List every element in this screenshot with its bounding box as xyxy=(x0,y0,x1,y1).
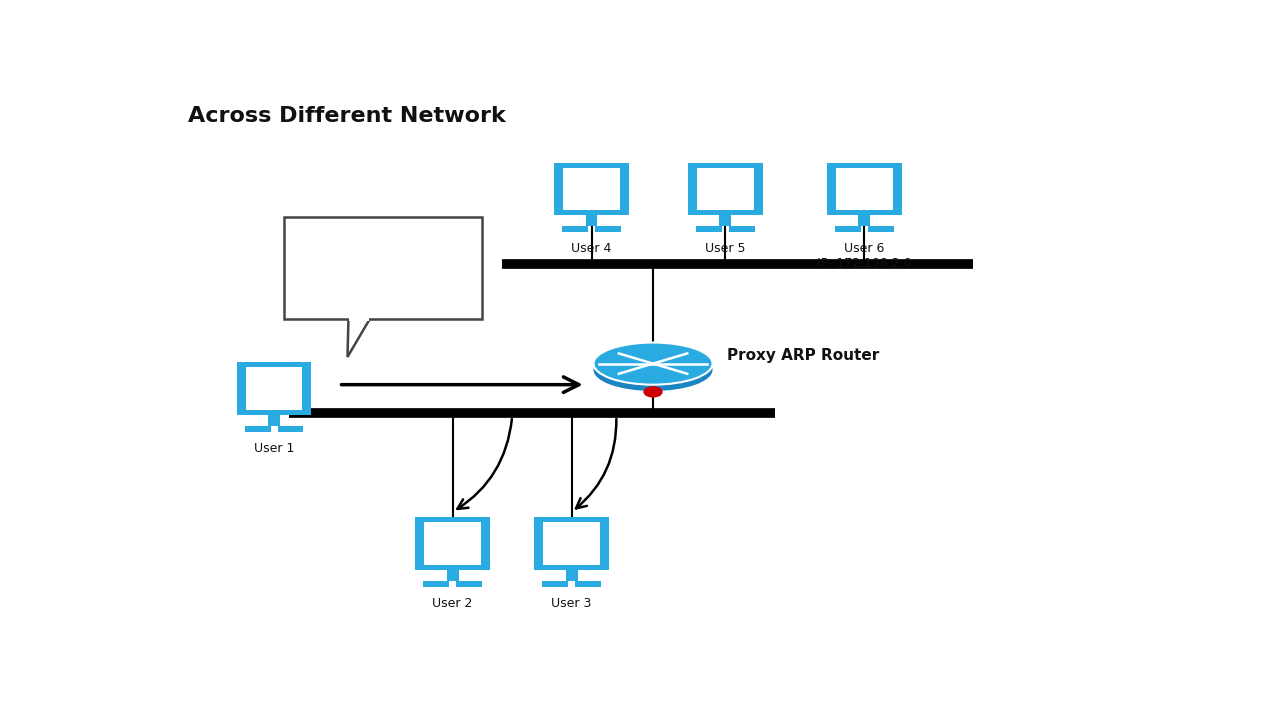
FancyBboxPatch shape xyxy=(237,362,311,415)
Bar xyxy=(868,226,893,233)
Bar xyxy=(719,215,731,226)
Text: User 4: User 4 xyxy=(571,243,612,256)
Polygon shape xyxy=(347,318,370,357)
Bar xyxy=(456,581,481,588)
Text: Across Different Network: Across Different Network xyxy=(188,106,506,126)
Bar xyxy=(268,415,280,426)
Bar xyxy=(585,215,598,226)
Bar xyxy=(575,581,600,588)
FancyBboxPatch shape xyxy=(689,163,763,215)
Circle shape xyxy=(644,387,662,397)
FancyBboxPatch shape xyxy=(535,518,609,570)
Bar xyxy=(835,226,861,233)
Bar xyxy=(563,168,620,210)
FancyBboxPatch shape xyxy=(827,163,901,215)
Text: User 6
IP- 172.198.2.0: User 6 IP- 172.198.2.0 xyxy=(817,243,911,271)
Text: User 3: User 3 xyxy=(552,598,591,611)
Bar xyxy=(246,367,302,410)
Bar xyxy=(244,426,270,432)
Text: User 5: User 5 xyxy=(705,243,746,256)
Bar xyxy=(447,570,458,581)
Bar xyxy=(696,226,722,233)
Bar xyxy=(728,226,755,233)
FancyBboxPatch shape xyxy=(554,163,628,215)
Bar xyxy=(349,318,370,321)
Text: User 1: User 1 xyxy=(253,442,294,455)
Bar xyxy=(698,168,754,210)
Text: Proxy ARP Router: Proxy ARP Router xyxy=(727,348,879,363)
Bar xyxy=(836,168,892,210)
Bar xyxy=(425,523,481,565)
Bar xyxy=(566,570,577,581)
Ellipse shape xyxy=(594,343,713,384)
Ellipse shape xyxy=(594,349,713,391)
FancyBboxPatch shape xyxy=(416,518,490,570)
Bar xyxy=(595,226,621,233)
Bar xyxy=(562,226,588,233)
Bar xyxy=(543,581,568,588)
Bar xyxy=(859,215,870,226)
Bar xyxy=(424,581,449,588)
Bar xyxy=(278,426,303,432)
Text: Looking for physical
address of host
having IP address -
172.198.2.0: Looking for physical address of host hav… xyxy=(307,229,460,302)
Text: User 2: User 2 xyxy=(433,598,472,611)
FancyBboxPatch shape xyxy=(284,217,483,319)
Bar xyxy=(544,523,600,565)
